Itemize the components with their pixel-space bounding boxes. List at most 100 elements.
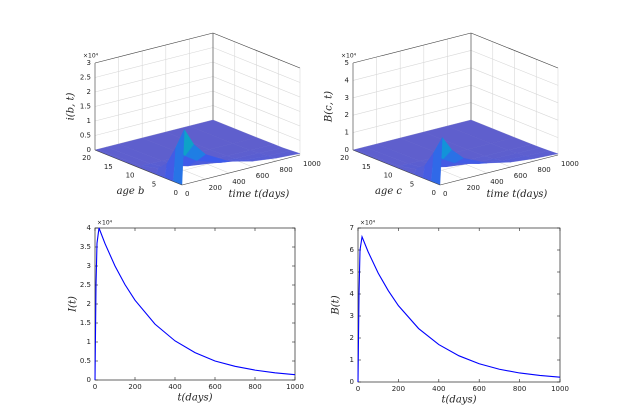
x-tick-label: 800 xyxy=(279,166,292,174)
grid-line xyxy=(470,50,559,86)
y-tick-label: 5 xyxy=(350,268,354,276)
y-tick-label: 2.5 xyxy=(80,281,91,289)
z-tick-label: 1 xyxy=(345,129,349,137)
y-tick-label: 3.5 xyxy=(80,243,91,251)
x-axis-label: t(days) xyxy=(178,393,213,404)
x-tick-label: 1000 xyxy=(551,385,569,393)
y-tick-label: 5 xyxy=(152,180,156,188)
grid-line xyxy=(352,50,472,81)
z-axis-label: B(c, t) xyxy=(324,91,335,123)
y-tick-label: 1 xyxy=(87,338,91,346)
z-tick-label: 2 xyxy=(87,88,91,96)
y-tick-label: 1.5 xyxy=(80,319,91,327)
y-tick-label: 6 xyxy=(350,246,355,254)
y-tick-label: 10 xyxy=(126,172,135,180)
y-tick-label: 0 xyxy=(87,376,91,384)
plot-area xyxy=(357,227,561,383)
grid-line xyxy=(470,67,559,104)
grid-line xyxy=(470,102,559,138)
x-tick-label: 1000 xyxy=(303,160,321,168)
y-tick-label: 2 xyxy=(350,334,354,342)
x-tick-label: 400 xyxy=(432,385,445,393)
y-tick-label: 0 xyxy=(350,378,354,386)
grid-line xyxy=(212,105,301,141)
x-tick-label: 0 xyxy=(93,383,97,391)
grid-line xyxy=(94,61,214,93)
grid-line xyxy=(212,76,301,112)
x-axis-label: time t(days) xyxy=(487,189,548,200)
multiplier: ×10⁴ xyxy=(360,220,376,227)
y-axis-label: age c xyxy=(375,186,402,197)
y-tick-label: 4 xyxy=(350,290,355,298)
y-axis-label: age b xyxy=(117,186,145,197)
y-tick-label: 1 xyxy=(350,356,354,364)
x-tick-label: 200 xyxy=(392,385,405,393)
z-tick-label: 3 xyxy=(87,59,91,67)
grid-line xyxy=(352,102,472,133)
x-axis xyxy=(181,154,301,186)
x-tick-label: 0 xyxy=(185,190,189,198)
y-axis-label: B(t) xyxy=(331,295,342,315)
x-tick-label: 800 xyxy=(537,166,550,174)
y-axis xyxy=(352,149,441,186)
grid-line xyxy=(94,105,214,136)
x-tick-label: 200 xyxy=(209,184,222,192)
z-tick-label: 0.5 xyxy=(80,132,91,140)
grid-line xyxy=(94,90,214,122)
y-tick-label: 0.5 xyxy=(80,357,91,365)
grid-line xyxy=(352,67,472,99)
y-tick-label: 0 xyxy=(432,189,436,197)
y-tick-label: 20 xyxy=(340,154,349,162)
x-tick-label: 600 xyxy=(208,383,221,391)
y-tick-label: 4 xyxy=(87,224,92,232)
y-tick-label: 3 xyxy=(350,312,354,320)
z-tick-label: 2.5 xyxy=(80,74,91,82)
z-tick-label: 4 xyxy=(345,76,350,84)
x-tick-label: 1000 xyxy=(561,160,579,168)
y-tick-label: 3 xyxy=(87,262,91,270)
multiplier: ×10⁴ xyxy=(341,53,357,60)
line xyxy=(94,227,296,381)
grid-line xyxy=(94,76,214,107)
grid-line xyxy=(212,90,301,127)
z-tick-label: 2 xyxy=(345,111,349,119)
x-tick-label: 600 xyxy=(514,172,527,180)
y-tick-label: 10 xyxy=(384,172,393,180)
z-tick-label: 0 xyxy=(87,146,91,154)
grid-line xyxy=(212,47,301,83)
y-tick-label: 7 xyxy=(350,224,354,232)
x-tick-label: 400 xyxy=(490,178,503,186)
z-tick-label: 5 xyxy=(345,59,349,67)
x-tick-label: 200 xyxy=(128,383,141,391)
x-tick-label: 0 xyxy=(356,385,360,393)
x-axis xyxy=(439,154,559,186)
x-tick-label: 600 xyxy=(473,385,486,393)
axis-box xyxy=(212,32,301,69)
x-tick-label: 0 xyxy=(443,190,447,198)
multiplier: ×10⁴ xyxy=(97,220,113,227)
y-tick-label: 2 xyxy=(87,300,91,308)
x-tick-label: 400 xyxy=(232,178,245,186)
x-tick-label: 400 xyxy=(168,383,181,391)
y-tick-label: 15 xyxy=(104,163,113,171)
y-tick-label: 5 xyxy=(410,180,414,188)
y-axis-label: I(t) xyxy=(68,296,79,313)
multiplier: ×10⁴ xyxy=(83,53,99,60)
axis-box xyxy=(352,32,472,64)
grid-line xyxy=(212,61,301,98)
axis-box xyxy=(470,32,559,69)
x-axis-label: time t(days) xyxy=(229,189,290,200)
y-tick-label: 15 xyxy=(362,163,371,171)
z-tick-label: 0 xyxy=(345,146,349,154)
x-axis-label: t(days) xyxy=(442,395,477,406)
x-tick-label: 600 xyxy=(256,172,269,180)
plot-area xyxy=(94,227,296,381)
x-tick-label: 800 xyxy=(248,383,261,391)
z-tick-label: 1 xyxy=(87,117,91,125)
z-tick-label: 1.5 xyxy=(80,103,91,111)
line xyxy=(357,234,561,383)
y-tick-label: 0 xyxy=(174,189,178,197)
x-tick-label: 800 xyxy=(513,385,526,393)
axis-box xyxy=(94,32,214,64)
